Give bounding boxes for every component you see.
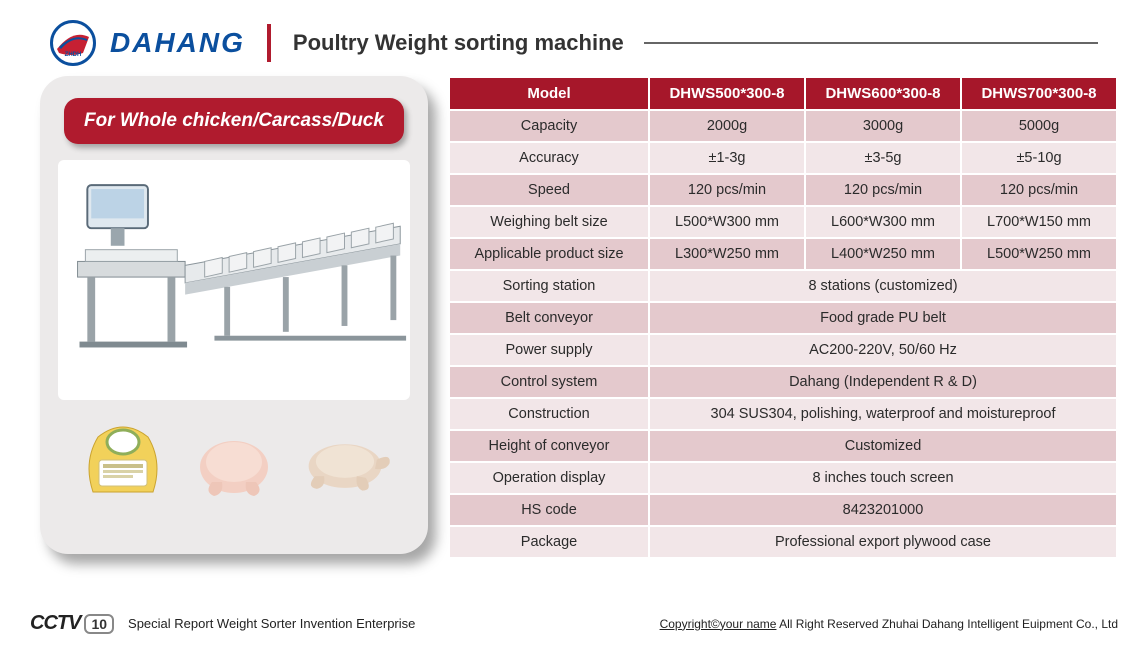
table-row: Speed120 pcs/min120 pcs/min120 pcs/min	[449, 174, 1117, 206]
svg-text:ZHDH: ZHDH	[65, 52, 82, 58]
row-value: 8 stations (customized)	[649, 270, 1117, 302]
row-label: Accuracy	[449, 142, 649, 174]
product-card: For Whole chicken/Carcass/Duck	[40, 76, 428, 554]
row-value: L500*W300 mm	[649, 206, 805, 238]
footer: CCTV 10 Special Report Weight Sorter Inv…	[0, 606, 1148, 645]
row-value: 8 inches touch screen	[649, 462, 1117, 494]
cctv-channel: 10	[84, 614, 114, 634]
copyright-owner: Copyright©your name	[660, 617, 777, 631]
table-row: PackageProfessional export plywood case	[449, 526, 1117, 558]
row-value: ±1-3g	[649, 142, 805, 174]
brand-logo: ZHDH DAHANG	[50, 20, 245, 66]
table-row: HS code8423201000	[449, 494, 1117, 526]
row-value: 2000g	[649, 110, 805, 142]
col-model-2: DHWS700*300-8	[961, 77, 1117, 110]
row-value: Professional export plywood case	[649, 526, 1117, 558]
row-value: ±3-5g	[805, 142, 961, 174]
product-whole-duck	[295, 412, 395, 502]
row-value: L700*W150 mm	[961, 206, 1117, 238]
row-value: 3000g	[805, 110, 961, 142]
product-badge: For Whole chicken/Carcass/Duck	[64, 98, 404, 144]
table-row: Accuracy±1-3g±3-5g±5-10g	[449, 142, 1117, 174]
logo-icon: ZHDH	[50, 20, 96, 66]
table-row: Height of conveyorCustomized	[449, 430, 1117, 462]
row-value: 120 pcs/min	[649, 174, 805, 206]
footer-right: Copyright©your name All Right Reserved Z…	[660, 617, 1118, 631]
machine-illustration	[58, 160, 410, 400]
divider	[267, 24, 271, 62]
product-packaged-chicken	[73, 412, 173, 502]
spec-table-wrap: Model DHWS500*300-8 DHWS600*300-8 DHWS70…	[448, 76, 1118, 559]
row-value: AC200-220V, 50/60 Hz	[649, 334, 1117, 366]
row-label: Capacity	[449, 110, 649, 142]
row-value: L400*W250 mm	[805, 238, 961, 270]
main: For Whole chicken/Carcass/Duck	[0, 76, 1148, 559]
row-value: 120 pcs/min	[961, 174, 1117, 206]
row-label: HS code	[449, 494, 649, 526]
row-label: Control system	[449, 366, 649, 398]
footer-left: CCTV 10 Special Report Weight Sorter Inv…	[30, 612, 415, 635]
row-value: 8423201000	[649, 494, 1117, 526]
row-value: 5000g	[961, 110, 1117, 142]
row-value: 120 pcs/min	[805, 174, 961, 206]
col-model-0: DHWS500*300-8	[649, 77, 805, 110]
row-label: Belt conveyor	[449, 302, 649, 334]
row-value: Customized	[649, 430, 1117, 462]
copyright-text: All Right Reserved Zhuhai Dahang Intelli…	[776, 617, 1118, 631]
table-row: Weighing belt sizeL500*W300 mmL600*W300 …	[449, 206, 1117, 238]
row-label: Height of conveyor	[449, 430, 649, 462]
col-model-label: Model	[449, 77, 649, 110]
table-row: Power supplyAC200-220V, 50/60 Hz	[449, 334, 1117, 366]
cctv-text: CCTV	[30, 612, 80, 635]
spec-table: Model DHWS500*300-8 DHWS600*300-8 DHWS70…	[448, 76, 1118, 559]
row-label: Package	[449, 526, 649, 558]
page-title: Poultry Weight sorting machine	[293, 30, 624, 56]
product-images	[58, 412, 410, 502]
table-row: Belt conveyorFood grade PU belt	[449, 302, 1117, 334]
table-row: Sorting station8 stations (customized)	[449, 270, 1117, 302]
brand-name: DAHANG	[110, 27, 245, 59]
row-value: ±5-10g	[961, 142, 1117, 174]
table-row: Construction304 SUS304, polishing, water…	[449, 398, 1117, 430]
row-label: Weighing belt size	[449, 206, 649, 238]
cctv-logo: CCTV 10	[30, 612, 114, 635]
row-value: 304 SUS304, polishing, waterproof and mo…	[649, 398, 1117, 430]
row-label: Speed	[449, 174, 649, 206]
row-value: Food grade PU belt	[649, 302, 1117, 334]
table-row: Capacity2000g3000g5000g	[449, 110, 1117, 142]
table-header-row: Model DHWS500*300-8 DHWS600*300-8 DHWS70…	[449, 77, 1117, 110]
footer-tagline: Special Report Weight Sorter Invention E…	[128, 616, 415, 631]
row-value: Dahang (Independent R & D)	[649, 366, 1117, 398]
row-value: L500*W250 mm	[961, 238, 1117, 270]
row-label: Power supply	[449, 334, 649, 366]
row-label: Operation display	[449, 462, 649, 494]
row-label: Construction	[449, 398, 649, 430]
table-row: Applicable product sizeL300*W250 mmL400*…	[449, 238, 1117, 270]
table-row: Control systemDahang (Independent R & D)	[449, 366, 1117, 398]
table-row: Operation display8 inches touch screen	[449, 462, 1117, 494]
row-value: L600*W300 mm	[805, 206, 961, 238]
row-label: Applicable product size	[449, 238, 649, 270]
header: ZHDH DAHANG Poultry Weight sorting machi…	[0, 0, 1148, 76]
row-label: Sorting station	[449, 270, 649, 302]
product-raw-chicken	[184, 412, 284, 502]
row-value: L300*W250 mm	[649, 238, 805, 270]
header-rule	[644, 42, 1098, 44]
col-model-1: DHWS600*300-8	[805, 77, 961, 110]
